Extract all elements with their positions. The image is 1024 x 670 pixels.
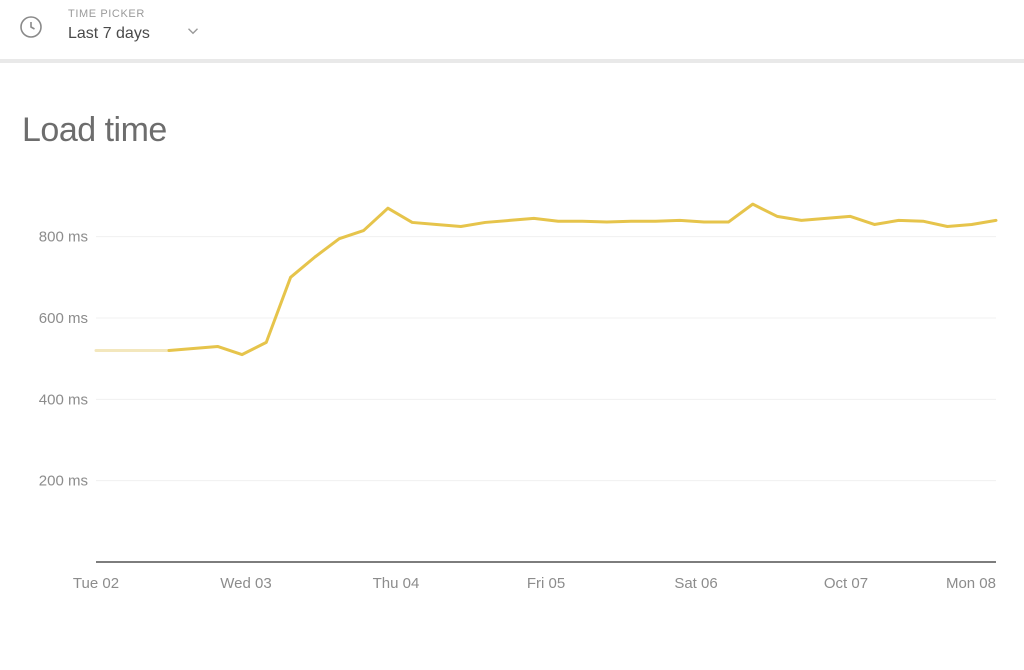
chart-svg: 200 ms 400 ms 600 ms 800 ms Tue 02 Wed 03 Thu … <box>22 188 1002 608</box>
chart-title: Load time <box>22 111 1002 150</box>
clock-icon <box>18 14 44 40</box>
svg-text:200 ms: 200 ms <box>39 473 88 490</box>
svg-text:400 ms: 400 ms <box>39 391 88 408</box>
load-time-chart: 200 ms 400 ms 600 ms 800 ms Tue 02 Wed 03 Thu … <box>22 188 1002 608</box>
time-picker-bar: TIME PICKER Last 7 days <box>0 0 1024 63</box>
svg-text:800 ms: 800 ms <box>39 229 88 246</box>
svg-text:Thu 04: Thu 04 <box>373 575 420 592</box>
svg-text:Sat 06: Sat 06 <box>674 575 717 592</box>
time-picker-value: Last 7 days <box>68 25 150 43</box>
chart-panel: Load time 200 ms 400 ms 600 ms 800 ms Tue 02… <box>0 63 1024 608</box>
svg-text:Oct 07: Oct 07 <box>824 575 868 592</box>
svg-text:Fri 05: Fri 05 <box>527 575 565 592</box>
svg-text:Wed 03: Wed 03 <box>220 575 271 592</box>
svg-text:Mon 08: Mon 08 <box>946 575 996 592</box>
chevron-down-icon <box>184 22 202 45</box>
svg-text:600 ms: 600 ms <box>39 310 88 327</box>
svg-text:Tue 02: Tue 02 <box>73 575 119 592</box>
time-picker[interactable]: TIME PICKER Last 7 days <box>68 8 202 45</box>
time-picker-label: TIME PICKER <box>68 8 202 20</box>
